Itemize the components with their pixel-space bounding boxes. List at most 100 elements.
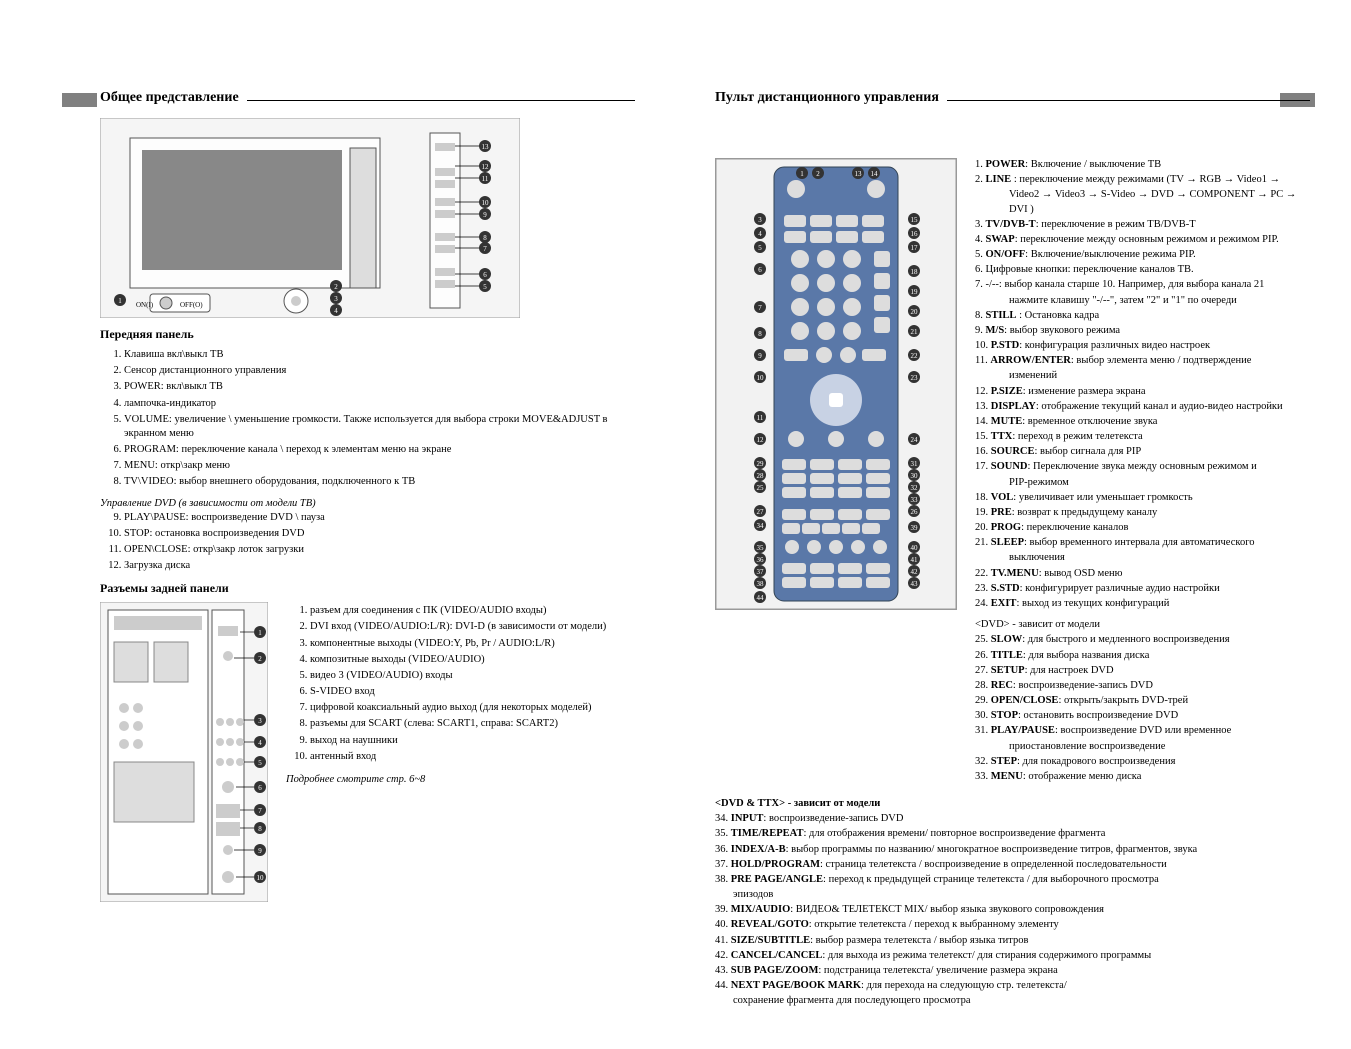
remote-list-subline: сохранение фрагмента для последующего пр…: [715, 994, 1310, 1008]
svg-text:17: 17: [911, 244, 919, 252]
remote-list-item: 24. EXIT: выход из текущих конфигураций: [975, 597, 1310, 611]
remote-list-item: 14. MUTE: временное отключение звука: [975, 415, 1310, 429]
remote-list-item: 19. PRE: возврат к предыдущему каналу: [975, 506, 1310, 520]
svg-text:6: 6: [483, 271, 487, 279]
svg-text:5: 5: [758, 244, 762, 252]
remote-list-item: 7. -/--: выбор канала старше 10. Наприме…: [975, 278, 1310, 292]
svg-text:1: 1: [258, 629, 262, 637]
remote-list-item: 26. TITLE: для выбора названия диска: [975, 649, 1310, 663]
svg-text:33: 33: [911, 496, 919, 504]
svg-text:7: 7: [483, 245, 487, 253]
remote-list-item: 31. PLAY/PAUSE: воспроизведение DVD или …: [975, 724, 1310, 738]
remote-list-item: 18. VOL: увеличивает или уменьшает громк…: [975, 491, 1310, 505]
svg-text:10: 10: [757, 374, 765, 382]
right-header: Пульт дистанционного управления: [715, 90, 1310, 106]
svg-text:ON(I): ON(I): [136, 301, 154, 309]
svg-text:2: 2: [334, 283, 338, 291]
svg-text:18: 18: [911, 268, 919, 276]
list-item: PROGRAM: переключение канала \ переход к…: [124, 443, 635, 457]
remote-list-item: 30. STOP: остановить воспроизведение DVD: [975, 709, 1310, 723]
svg-text:5: 5: [483, 283, 487, 291]
svg-text:26: 26: [911, 508, 919, 516]
svg-text:28: 28: [757, 472, 765, 480]
list-item: PLAY\PAUSE: воспроизведение DVD \ пауза: [124, 511, 635, 525]
svg-text:42: 42: [911, 568, 919, 576]
dvd-list: PLAY\PAUSE: воспроизведение DVD \ пауза S…: [100, 511, 635, 574]
list-item: STOP: остановка воспроизведения DVD: [124, 527, 635, 541]
list-item: TV\VIDEO: выбор внешнего оборудования, п…: [124, 475, 635, 489]
list-item: компонентные выходы (VIDEO:Y, Pb, Pr / A…: [310, 637, 635, 651]
list-item: POWER: вкл\выкл ТВ: [124, 380, 635, 394]
remote-list-item: 3. TV/DVB-T: переключение в режим ТВ/DVB…: [975, 218, 1310, 232]
remote-list-item: 2. LINE : переключение между режимами (T…: [975, 173, 1310, 187]
list-item: лампочка-индикатор: [124, 397, 635, 411]
remote-list-item: 23. S.STD: конфигурирует различные аудио…: [975, 582, 1310, 596]
left-page: Общее представление OFF(O) ON(I) 1 2 3 4: [0, 0, 675, 942]
remote-list-subline: выключения: [975, 551, 1310, 565]
remote-list-item: 27. SETUP: для настроек DVD: [975, 664, 1310, 678]
dvd-note: Управление DVD (в зависимости от модели …: [100, 498, 635, 509]
rear-reference-note: Подробнее смотрите стр. 6~8: [286, 774, 635, 785]
remote-list-subline: Video2 → Video3 → S-Video → DVD → COMPON…: [975, 188, 1310, 216]
svg-text:8: 8: [758, 330, 762, 338]
svg-text:9: 9: [483, 211, 487, 219]
list-item: S-VIDEO вход: [310, 685, 635, 699]
front-panel-heading: Передняя панель: [100, 327, 635, 342]
list-item: разъемы для SCART (слева: SCART1, справа…: [310, 717, 635, 731]
remote-list-item: 35. TIME/REPEAT: для отображения времени…: [715, 827, 1310, 841]
svg-text:34: 34: [757, 522, 765, 530]
remote-list-column: 1. POWER: Включение / выключение ТВ2. LI…: [975, 158, 1310, 785]
svg-text:6: 6: [758, 266, 762, 274]
remote-list-item: 34. INPUT: воспроизведение-запись DVD: [715, 812, 1310, 826]
svg-text:OFF(O): OFF(O): [180, 301, 203, 309]
svg-text:4: 4: [334, 307, 338, 315]
left-header: Общее представление: [100, 90, 635, 106]
svg-text:16: 16: [911, 230, 919, 238]
svg-text:22: 22: [911, 352, 919, 360]
svg-text:30: 30: [911, 472, 919, 480]
svg-text:32: 32: [911, 484, 919, 492]
svg-text:7: 7: [258, 807, 262, 815]
remote-list-item: 33. MENU: отображение меню диска: [975, 770, 1310, 784]
remote-list-item: 36. INDEX/A-B: выбор программы по назван…: [715, 843, 1310, 857]
svg-text:6: 6: [258, 784, 262, 792]
svg-text:8: 8: [258, 825, 262, 833]
svg-text:1: 1: [800, 170, 804, 178]
svg-text:40: 40: [911, 544, 919, 552]
list-item: Загрузка диска: [124, 559, 635, 573]
remote-list-item: 10. P.STD: конфигурация различных видео …: [975, 339, 1310, 353]
remote-control-diagram: 3 4 5 6 7 8 9 10 11 12 29 28 25 27 34 35…: [715, 158, 957, 610]
remote-list-item: 32. STEP: для покадрового воспроизведени…: [975, 755, 1310, 769]
list-item: выход на наушники: [310, 734, 635, 748]
svg-text:1: 1: [118, 297, 122, 305]
remote-list-item: 16. SOURCE: выбор сигнала для PIP: [975, 445, 1310, 459]
right-page: Пульт дистанционного управления: [675, 0, 1350, 1049]
svg-text:29: 29: [757, 460, 765, 468]
svg-text:12: 12: [482, 163, 490, 171]
bottom-heading-text: <DVD & TTX> - зависит от модели: [715, 798, 880, 809]
svg-text:3: 3: [334, 295, 338, 303]
list-item: видео 3 (VIDEO/AUDIO) входы: [310, 669, 635, 683]
remote-list-subline: PIP-режимом: [975, 476, 1310, 490]
svg-text:2: 2: [258, 655, 262, 663]
remote-list-item: 42. CANCEL/CANCEL: для выхода из режима …: [715, 949, 1310, 963]
remote-list-item: 21. SLEEP: выбор временного интервала дл…: [975, 536, 1310, 550]
svg-text:44: 44: [757, 594, 765, 602]
svg-text:41: 41: [911, 556, 919, 564]
svg-text:43: 43: [911, 580, 919, 588]
svg-text:4: 4: [258, 739, 262, 747]
remote-list-item: 12. P.SIZE: изменение размера экрана: [975, 385, 1310, 399]
remote-list-item: 28. REC: воспроизведение-запись DVD: [975, 679, 1310, 693]
svg-text:14: 14: [871, 170, 879, 178]
remote-list-item: 5. ON/OFF: Включение/выключение режима P…: [975, 248, 1310, 262]
svg-text:25: 25: [757, 484, 765, 492]
remote-list-item: 38. PRE PAGE/ANGLE: переход к предыдущей…: [715, 873, 1310, 887]
left-header-text: Общее представление: [100, 90, 239, 106]
remote-list-item: 11. ARROW/ENTER: выбор элемента меню / п…: [975, 354, 1310, 368]
remote-list-item: 44. NEXT PAGE/BOOK MARK: для перехода на…: [715, 979, 1310, 993]
list-item: разъем для соединения с ПК (VIDEO/AUDIO …: [310, 604, 635, 618]
svg-text:9: 9: [758, 352, 762, 360]
remote-list-subline: изменений: [975, 369, 1310, 383]
svg-text:37: 37: [757, 568, 765, 576]
remote-list-item: 20. PROG: переключение каналов: [975, 521, 1310, 535]
